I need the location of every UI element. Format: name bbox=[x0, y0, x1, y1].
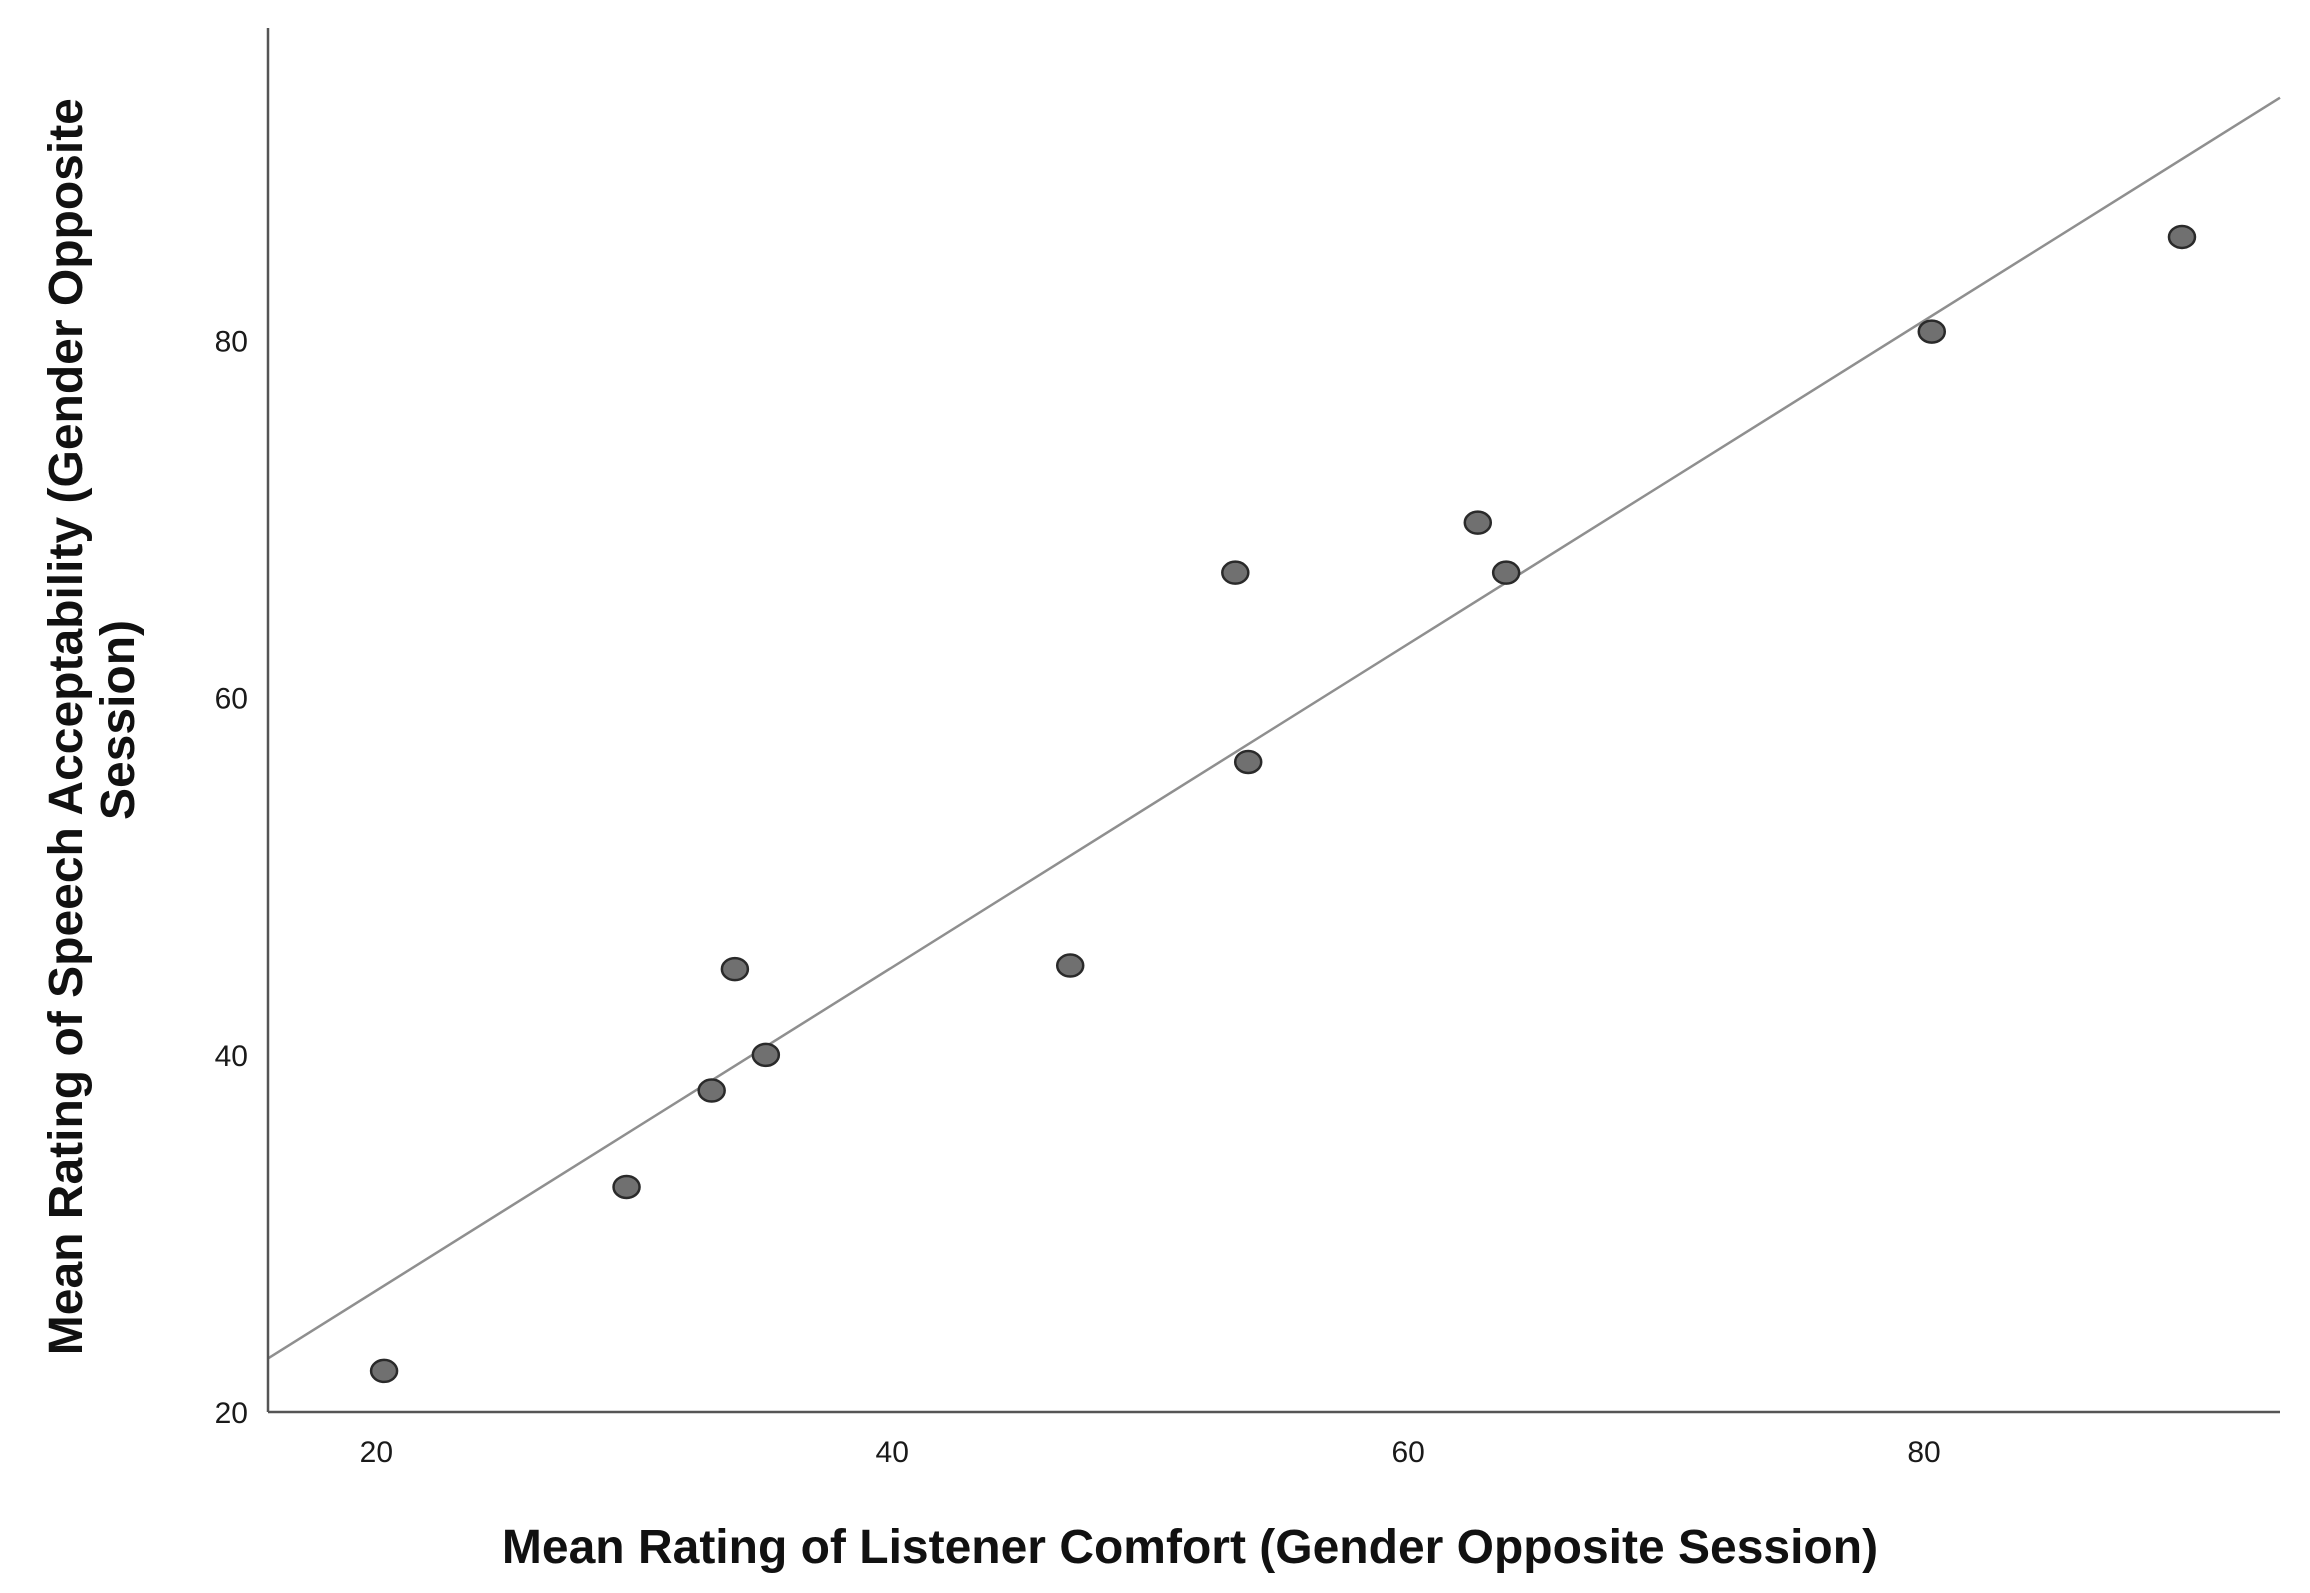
data-point bbox=[1491, 560, 1521, 585]
data-point bbox=[751, 1042, 781, 1068]
y-axis-title-line-2: Session) bbox=[92, 620, 145, 820]
data-point bbox=[1221, 560, 1250, 585]
y-tick-label: 40 bbox=[215, 1040, 248, 1073]
regression-line-layer bbox=[267, 96, 2281, 1360]
data-point bbox=[1463, 510, 1493, 535]
data-point bbox=[1917, 319, 1947, 344]
data-points bbox=[369, 224, 2197, 1384]
x-tick-label: 80 bbox=[1907, 1436, 1940, 1469]
x-tick-label: 60 bbox=[1391, 1436, 1424, 1469]
x-tick-label: 20 bbox=[360, 1436, 393, 1469]
data-point bbox=[1233, 749, 1263, 775]
data-point bbox=[1055, 953, 1085, 978]
x-axis-title: Mean Rating of Listener Comfort (Gender … bbox=[502, 1521, 1878, 1574]
y-tick-label: 80 bbox=[215, 326, 248, 359]
data-point bbox=[612, 1174, 641, 1200]
x-tick-label: 40 bbox=[876, 1436, 909, 1469]
data-point bbox=[369, 1358, 399, 1384]
y-axis-title: Mean Rating of Speech Acceptability (Gen… bbox=[40, 85, 145, 1355]
y-tick-label: 20 bbox=[215, 1397, 248, 1430]
y-axis-title-line-1: Mean Rating of Speech Acceptability (Gen… bbox=[40, 98, 93, 1355]
data-point bbox=[720, 956, 750, 982]
data-point bbox=[697, 1078, 726, 1103]
tick-labels: 20 40 60 80 20 40 60 80 bbox=[215, 326, 1941, 1469]
data-point bbox=[2167, 224, 2197, 250]
regression-line bbox=[267, 96, 2281, 1360]
axes bbox=[266, 28, 2280, 1414]
y-tick-label: 60 bbox=[215, 683, 248, 716]
